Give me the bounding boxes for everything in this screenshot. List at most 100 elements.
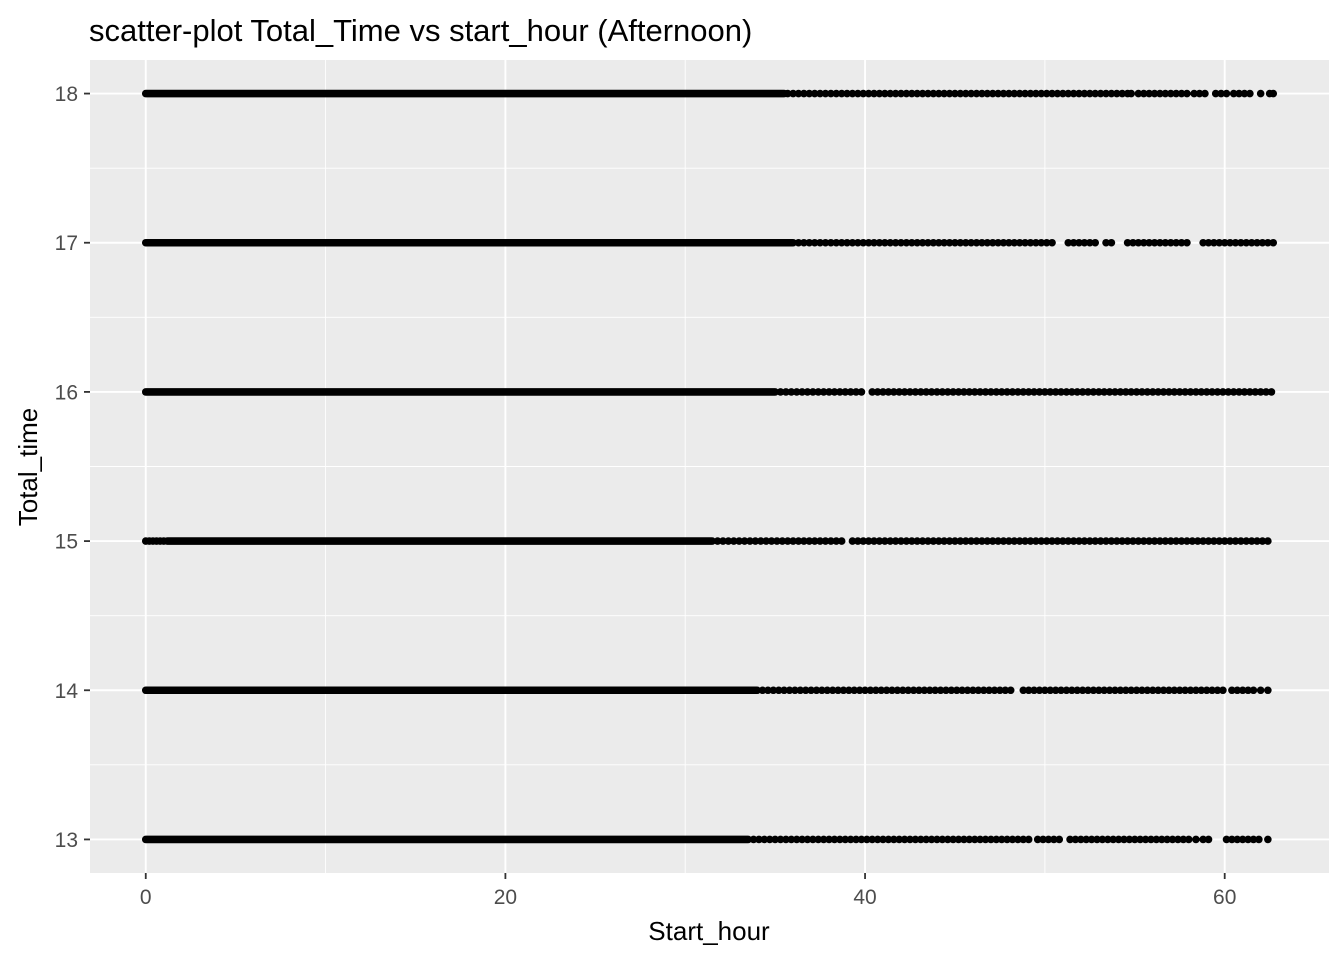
data-point [1086,238,1094,247]
data-point [902,537,911,545]
data-point [1037,537,1046,545]
data-point [1163,835,1171,844]
data-point [1024,835,1033,844]
data-point [1181,388,1189,396]
data-point [783,89,792,98]
data-point [1089,388,1098,396]
data-point [1077,835,1085,844]
data-point [1210,537,1218,545]
data-point [1229,388,1238,396]
data-point [1249,686,1258,695]
data-point [1156,537,1164,545]
data-point [1003,388,1011,396]
data-point [983,537,992,545]
data-point [845,686,853,695]
data-point [1177,238,1186,247]
data-point [981,388,990,396]
data-point [1069,89,1078,98]
data-point [916,388,925,396]
data-point [771,835,779,844]
data-point [1219,686,1227,695]
data-point [807,686,815,695]
data-point [758,686,767,695]
data-point [1251,388,1260,396]
data-point [1152,835,1161,844]
data-point [776,388,785,396]
data-point [872,686,880,695]
data-point [1114,835,1123,844]
y-tick-label: 17 [55,232,78,255]
data-point [848,89,857,98]
data-point [1130,835,1139,844]
data-point [927,388,936,396]
data-point [1127,89,1135,98]
data-point [1210,238,1218,247]
data-point [884,388,893,396]
data-point [800,238,808,247]
data-point [1046,686,1055,695]
data-point [929,238,938,247]
data-point [1064,238,1073,247]
data-point [1098,835,1107,844]
data-point [1154,388,1162,396]
data-point [908,238,916,247]
data-point [1217,89,1225,98]
data-point [933,835,941,844]
data-point [1035,686,1044,695]
data-point [1238,686,1247,695]
data-point [904,686,913,695]
data-point [1078,388,1087,396]
data-point [1264,835,1272,844]
point-cluster [141,238,797,247]
data-point [854,238,862,247]
data-point [1220,537,1229,545]
data-point [1068,388,1076,396]
data-point [1059,89,1067,98]
point-cluster [141,835,752,844]
data-point [947,686,956,695]
data-point [1204,835,1213,844]
data-point [1080,238,1089,247]
data-point [1015,537,1024,545]
data-point [805,238,814,247]
data-point [1100,686,1109,695]
data-point [794,238,803,247]
data-point [1161,238,1170,247]
data-point [873,835,882,844]
data-point [1139,537,1148,545]
data-point [1014,388,1022,396]
data-point [1026,89,1035,98]
data-point [999,537,1008,545]
data-point [1192,686,1200,695]
data-point [927,835,936,844]
point-cluster [141,388,779,396]
data-point [1242,537,1251,545]
data-point [987,835,995,844]
data-point [1120,835,1128,844]
data-point [886,537,895,545]
data-point [774,686,783,695]
data-point [1102,89,1110,98]
data-point [846,388,855,396]
data-point [929,537,938,545]
data-point [1005,89,1013,98]
data-point [767,537,776,545]
data-point [812,686,821,695]
data-point [1231,238,1240,247]
data-point [1177,537,1186,545]
data-point [1084,388,1092,396]
data-point [821,537,830,545]
data-point [1150,238,1159,247]
data-point [1141,835,1150,844]
data-point [810,89,819,98]
data-point [1139,89,1148,98]
data-point [879,835,887,844]
data-point [846,835,855,844]
data-point [1219,388,1227,396]
data-point [1193,537,1202,545]
data-point [814,835,823,844]
data-point [1237,238,1245,247]
data-point [938,388,947,396]
data-point [922,835,930,844]
